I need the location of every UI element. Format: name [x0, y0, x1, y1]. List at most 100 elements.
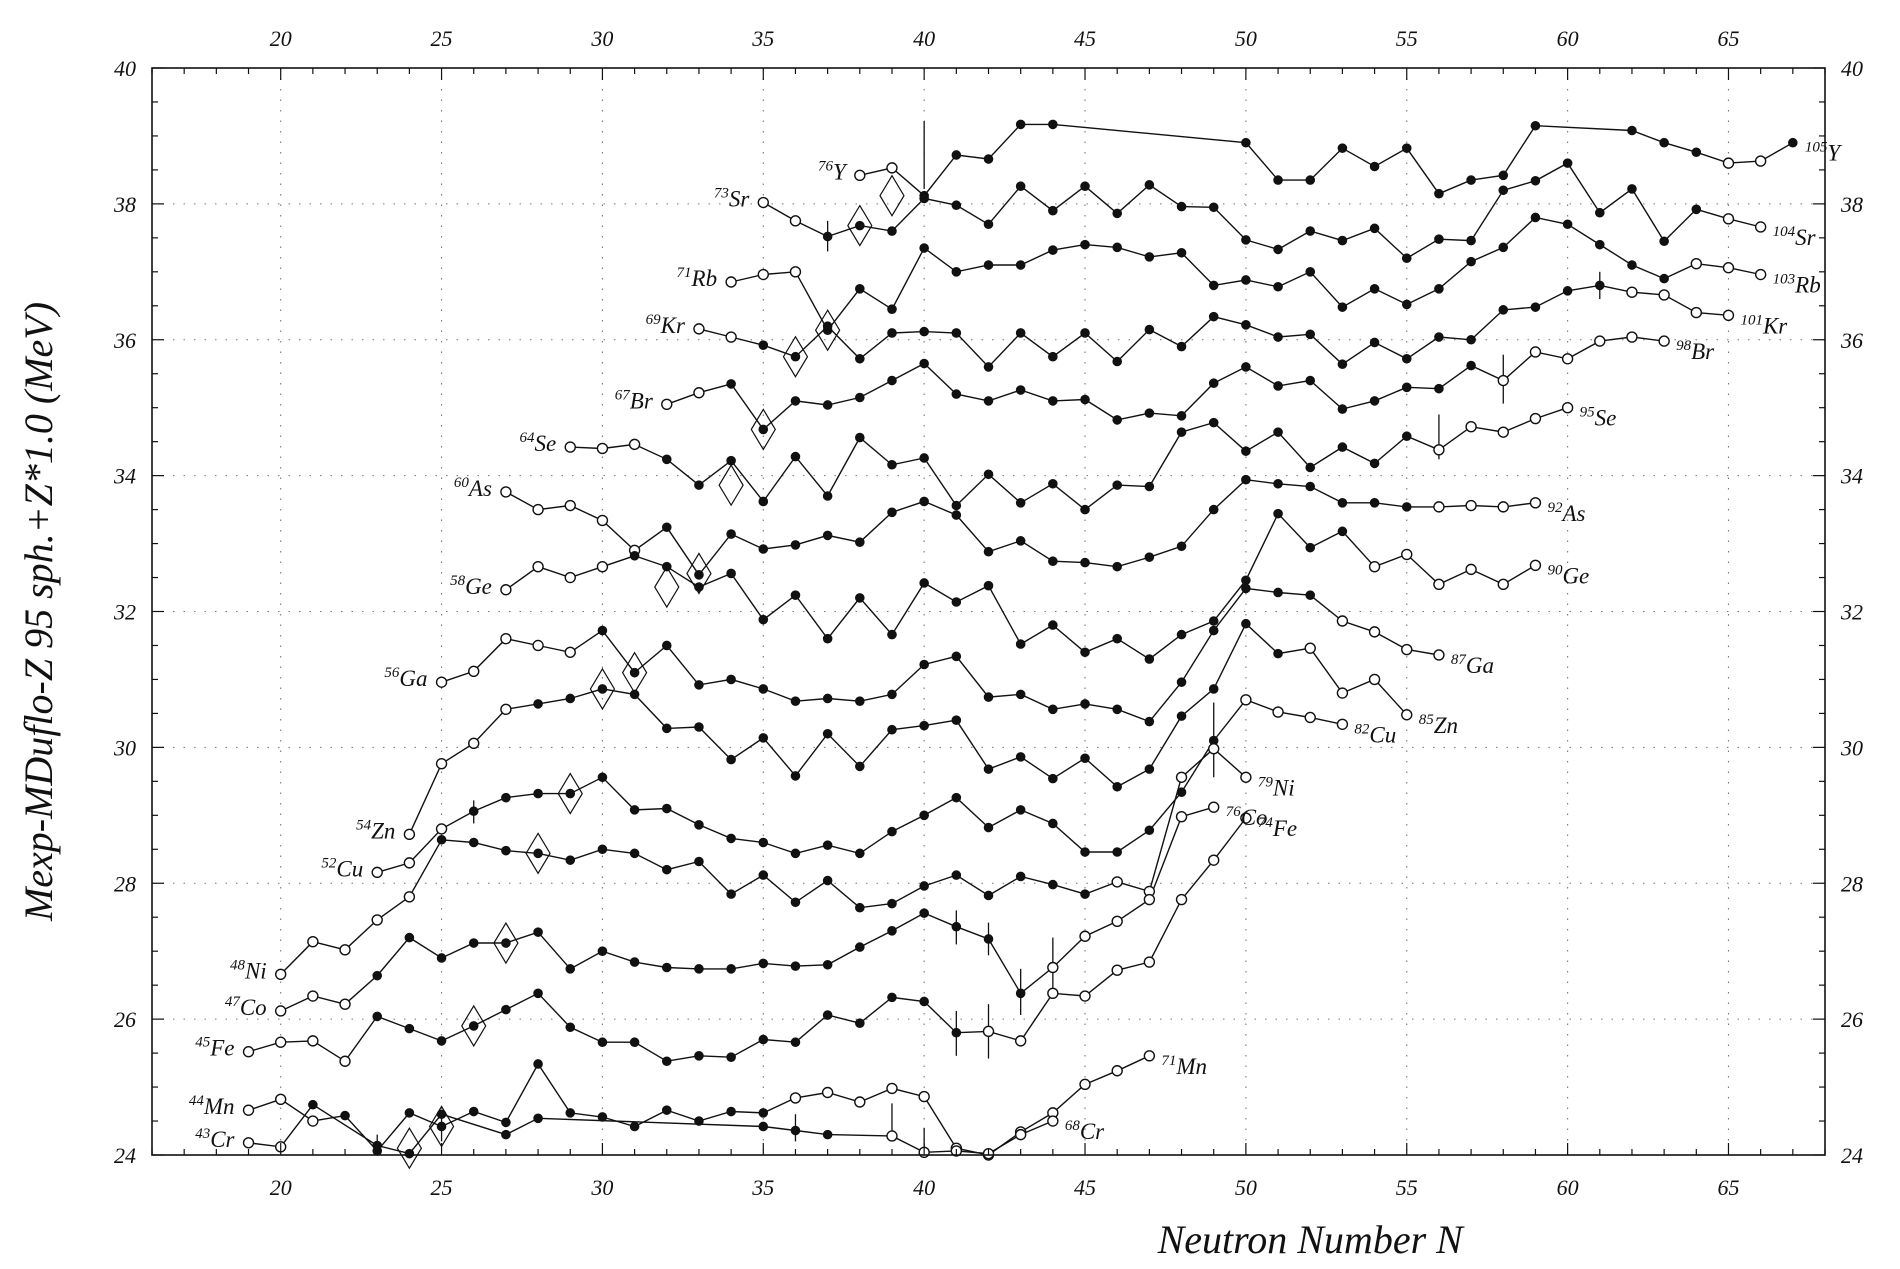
data-point-fe [404, 1023, 415, 1034]
mass-number: 68 [1065, 1118, 1081, 1134]
data-point-se [661, 454, 672, 465]
data-point-br [855, 392, 865, 403]
data-point-ni [307, 935, 319, 948]
mass-number: 104 [1773, 224, 1796, 240]
data-point-rb [1080, 239, 1090, 250]
data-point-ni [501, 845, 511, 856]
data-point-kr [951, 328, 962, 338]
data-point-br [1434, 383, 1444, 394]
data-point-br [1112, 415, 1122, 425]
data-point-ge [758, 614, 769, 625]
data-point-sr [855, 220, 865, 231]
data-point-mn [242, 1104, 255, 1116]
element-symbol: Kr [1762, 313, 1788, 338]
data-point-ga [1208, 625, 1219, 636]
data-point-br [1273, 381, 1283, 391]
diamond-marker [557, 772, 583, 815]
data-point-sr [1722, 213, 1735, 225]
mass-number: 101 [1740, 312, 1763, 328]
y-tick-label-right: 36 [1840, 328, 1863, 353]
data-point-sr [1754, 221, 1767, 233]
data-point-ge [532, 560, 544, 573]
isotope-label-ga-light: 56Ga [384, 665, 427, 691]
data-point-zn [1304, 642, 1316, 654]
data-point-ge [1112, 633, 1122, 644]
data-point-fe [242, 1046, 255, 1058]
mass-number: 74 [1258, 815, 1274, 831]
data-point-as [951, 510, 962, 520]
element-symbol: Ge [1562, 563, 1589, 588]
data-point-ga [790, 696, 801, 706]
data-point-kr [1241, 320, 1251, 330]
data-point-ge [694, 582, 704, 592]
data-point-rb [1273, 281, 1283, 292]
data-point-cu [1336, 718, 1349, 730]
data-point-rb [1754, 268, 1767, 281]
x-tick-label-bottom: 40 [913, 1175, 935, 1200]
data-point-y [1015, 119, 1026, 130]
data-point-fe [887, 992, 897, 1003]
data-point-co [887, 926, 897, 936]
data-point-ge [1144, 654, 1155, 664]
element-symbol: Ga [1466, 653, 1494, 678]
data-point-mn [886, 1082, 898, 1095]
data-point-zn [1144, 764, 1155, 774]
data-point-rb [1305, 267, 1316, 277]
data-point-se [1305, 462, 1316, 473]
mass-number: 76 [1226, 804, 1242, 820]
mass-number: 43 [195, 1126, 210, 1142]
data-point-as [855, 537, 865, 548]
data-point-kr [1176, 341, 1187, 352]
data-point-se [1144, 481, 1155, 492]
data-point-ni [1048, 879, 1058, 890]
x-tick-label-bottom: 50 [1235, 1175, 1257, 1200]
data-point-ni [919, 881, 929, 891]
data-point-ga [1112, 704, 1122, 715]
data-point-rb [1369, 283, 1380, 294]
data-point-zn [1015, 752, 1026, 762]
data-point-se [758, 496, 769, 507]
data-point-y [1434, 188, 1444, 199]
element-symbol: Cr [1080, 1119, 1105, 1144]
diamond-marker [750, 408, 776, 451]
element-symbol: Fe [209, 1036, 234, 1061]
data-point-zn [468, 737, 480, 749]
data-point-fe [339, 1055, 351, 1067]
error-bars [376, 120, 1601, 1155]
data-point-kr [1626, 286, 1638, 298]
data-point-co [1143, 893, 1156, 906]
data-point-kr [758, 340, 769, 350]
x-tick-label-bottom: 60 [1557, 1175, 1579, 1200]
element-symbol: Y [833, 159, 848, 184]
data-point-zn [1176, 711, 1187, 721]
data-point-as [1337, 498, 1348, 508]
data-point-sr [757, 196, 769, 209]
x-tick-label-bottom: 25 [431, 1175, 453, 1200]
data-point-cu [822, 840, 833, 851]
data-point-sr [887, 226, 897, 236]
data-point-as [1176, 541, 1187, 552]
series-line-se [570, 407, 1568, 511]
data-point-co [1079, 930, 1091, 942]
mass-number: 71 [1161, 1053, 1176, 1069]
data-point-cr [1014, 1128, 1027, 1141]
data-point-cu [694, 820, 704, 830]
data-point-fe [533, 988, 543, 999]
data-point-as [983, 546, 994, 557]
data-point-kr [1530, 302, 1541, 312]
element-symbol: Cr [210, 1127, 235, 1152]
data-point-ga [468, 665, 480, 677]
mass-number: 48 [230, 957, 246, 973]
series-line-co [280, 806, 1214, 1012]
data-point-sr [789, 215, 802, 227]
element-symbol: Cu [336, 856, 363, 881]
data-point-kr [1048, 351, 1058, 362]
y-tick-label-left: 36 [113, 328, 136, 353]
data-point-cu [1272, 706, 1284, 718]
data-point-kr [1337, 359, 1348, 370]
data-point-fe [1208, 854, 1220, 866]
series-line-cu [377, 698, 1343, 874]
x-tick-label-top: 60 [1557, 26, 1579, 51]
data-point-y [1241, 137, 1251, 148]
y-tick-label-right: 28 [1841, 871, 1863, 896]
